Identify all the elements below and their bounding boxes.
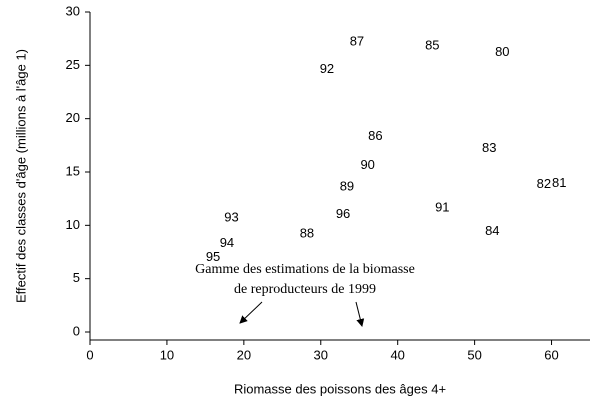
x-axis-label: Riomasse des poissons des âges 4+: [234, 381, 446, 396]
point-label: 90: [360, 157, 374, 172]
arrow: [239, 301, 263, 324]
x-tick-label: 40: [390, 347, 404, 362]
point-label: 95: [206, 249, 220, 264]
point-label: 89: [340, 178, 354, 193]
point-label: 91: [435, 200, 449, 215]
point-label: 93: [224, 209, 238, 224]
annotation: Gamme des estimations de la biomasse: [195, 262, 415, 277]
point-label: 81: [552, 175, 566, 190]
point-label: 86: [368, 128, 382, 143]
y-tick-label: 25: [66, 57, 80, 72]
x-tick-label: 60: [544, 347, 558, 362]
y-tick-label: 5: [73, 270, 80, 285]
y-tick-label: 20: [66, 110, 80, 125]
point-label: 83: [482, 140, 496, 155]
point-label: 88: [300, 225, 314, 240]
point-label: 92: [320, 61, 334, 76]
x-tick-label: 50: [467, 347, 481, 362]
y-tick-label: 0: [73, 323, 80, 338]
arrow: [355, 301, 365, 327]
x-tick-label: 30: [314, 347, 328, 362]
y-tick-label: 30: [66, 3, 80, 18]
y-axis-label: Effectif des classes d'âge (millions à l…: [13, 49, 28, 303]
point-label: 96: [336, 206, 350, 221]
y-tick-label: 10: [66, 217, 80, 232]
point-label: 94: [220, 235, 234, 250]
point-label: 87: [350, 33, 364, 48]
x-tick-label: 10: [160, 347, 174, 362]
x-tick-label: 20: [237, 347, 251, 362]
annotation: de reproducteurs de 1999: [234, 282, 376, 297]
point-label: 84: [485, 223, 499, 238]
point-label: 80: [495, 44, 509, 59]
y-tick-label: 15: [66, 163, 80, 178]
x-tick-label: 0: [86, 347, 93, 362]
point-label: 82: [537, 176, 551, 191]
point-label: 85: [425, 38, 439, 53]
